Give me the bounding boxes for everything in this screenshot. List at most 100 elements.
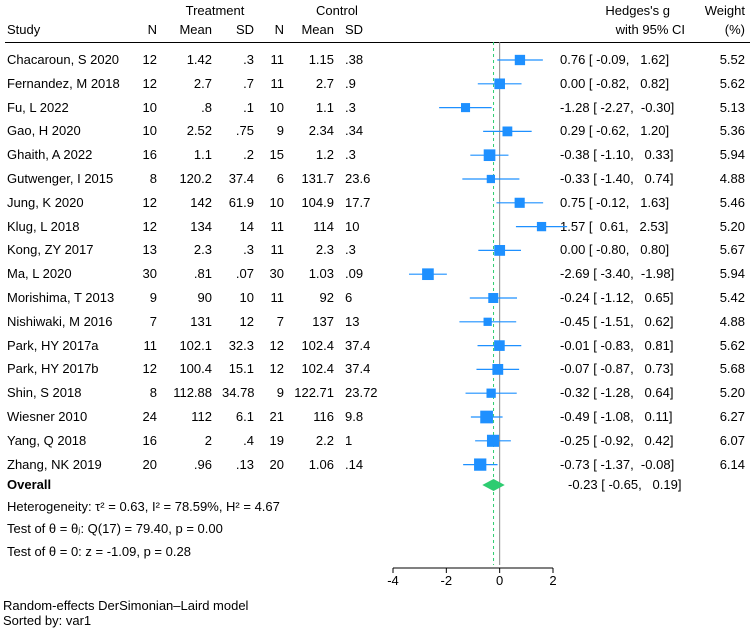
n2-value: 11 bbox=[270, 218, 285, 234]
sd2-value: .34 bbox=[345, 123, 364, 139]
study-marker bbox=[494, 245, 506, 256]
sd1-value: .13 bbox=[235, 456, 254, 472]
sd2-value: 17.7 bbox=[345, 194, 371, 210]
study-marker bbox=[494, 340, 505, 351]
weight-value: 5.62 bbox=[719, 75, 745, 91]
mean1-value: 142 bbox=[190, 194, 212, 210]
test-theta-i-text: Test of θ = θⱼ: Q(17) = 79.40, p = 0.00 bbox=[7, 521, 223, 536]
study-name: Kong, ZY 2017 bbox=[7, 242, 94, 258]
sd1-value: 6.1 bbox=[235, 409, 254, 424]
mean1-value: 131 bbox=[190, 313, 212, 329]
ci-text: 0.29 [ -0.62, 1.20] bbox=[560, 123, 670, 139]
n2-column-header: N bbox=[274, 22, 284, 37]
sd2-value: 6 bbox=[345, 290, 353, 305]
n1-value: 13 bbox=[142, 242, 157, 258]
mean2-column-header: Mean bbox=[301, 22, 334, 37]
sd1-value: .7 bbox=[243, 75, 254, 91]
study-name: Shin, S 2018 bbox=[7, 385, 82, 401]
study-marker bbox=[502, 126, 513, 137]
weight-value: 5.94 bbox=[719, 147, 745, 163]
n2-value: 10 bbox=[269, 99, 284, 115]
n2-value: 12 bbox=[269, 361, 284, 377]
mean1-column-header: Mean bbox=[179, 22, 212, 37]
mean1-value: .81 bbox=[193, 266, 212, 282]
n1-value: 9 bbox=[149, 290, 157, 305]
sd1-value: .4 bbox=[243, 432, 254, 448]
mean1-value: 1.1 bbox=[193, 147, 212, 163]
mean2-value: 122.71 bbox=[294, 385, 334, 401]
mean2-value: 116 bbox=[313, 409, 334, 424]
mean2-value: 1.15 bbox=[308, 52, 334, 67]
sd2-value: .38 bbox=[345, 52, 364, 67]
study-name: Yang, Q 2018 bbox=[7, 432, 87, 448]
weight-header-line1: Weight bbox=[704, 3, 745, 18]
study-name: Park, HY 2017a bbox=[7, 337, 99, 353]
control-header: Control bbox=[316, 3, 358, 18]
study-marker bbox=[480, 410, 493, 424]
weight-value: 6.14 bbox=[719, 456, 745, 472]
sd1-value: 37.4 bbox=[228, 171, 254, 186]
mean2-value: 1.03 bbox=[308, 266, 334, 282]
study-name: Ma, L 2020 bbox=[7, 266, 72, 282]
n2-value: 7 bbox=[276, 313, 284, 329]
sd2-value: .3 bbox=[345, 99, 356, 115]
n1-value: 12 bbox=[142, 75, 157, 91]
weight-value: 5.67 bbox=[719, 242, 745, 258]
study-name: Fu, L 2022 bbox=[7, 99, 69, 115]
ci-text: -2.69 [ -3.40, -1.98] bbox=[560, 266, 675, 282]
n1-value: 12 bbox=[142, 194, 157, 210]
study-marker bbox=[536, 221, 547, 232]
model-note: Random-effects DerSimonian–Laird model bbox=[3, 598, 249, 613]
mean2-value: 131.7 bbox=[301, 171, 334, 186]
mean1-value: 2.52 bbox=[186, 123, 212, 139]
sd1-value: .1 bbox=[243, 99, 254, 115]
study-name: Gutwenger, I 2015 bbox=[7, 171, 114, 186]
n1-value: 10 bbox=[142, 99, 157, 115]
sd1-value: .07 bbox=[235, 266, 254, 282]
mean1-value: 1.42 bbox=[186, 52, 212, 67]
mean2-value: 114 bbox=[313, 218, 334, 234]
study-marker bbox=[492, 363, 504, 375]
n2-value: 15 bbox=[269, 147, 284, 163]
mean1-value: 112.88 bbox=[173, 385, 212, 401]
n1-value: 10 bbox=[142, 123, 157, 139]
mean2-value: 2.2 bbox=[315, 432, 334, 448]
test-theta-0-text: Test of θ = 0: z = -1.09, p = 0.28 bbox=[7, 544, 191, 559]
mean1-value: 112 bbox=[191, 409, 212, 424]
mean2-value: 104.9 bbox=[301, 194, 334, 210]
study-name: Klug, L 2018 bbox=[7, 218, 80, 234]
weight-value: 5.68 bbox=[719, 361, 745, 377]
study-column-header: Study bbox=[7, 22, 41, 37]
sd1-value: 34.78 bbox=[222, 385, 255, 401]
overall-diamond bbox=[482, 479, 505, 491]
sd1-value: 32.3 bbox=[228, 337, 254, 353]
study-marker bbox=[422, 268, 434, 281]
weight-header-line2: (%) bbox=[724, 22, 745, 37]
weight-value: 4.88 bbox=[719, 313, 745, 329]
mean1-value: 2.3 bbox=[193, 242, 212, 258]
mean1-value: 102.1 bbox=[179, 337, 212, 353]
ci-text: -0.45 [ -1.51, 0.62] bbox=[560, 313, 674, 329]
mean2-value: 137 bbox=[312, 313, 334, 329]
mean2-value: 92 bbox=[319, 290, 334, 305]
sd2-value: 13 bbox=[345, 313, 360, 329]
n2-value: 30 bbox=[269, 266, 284, 282]
overall-label: Overall bbox=[7, 477, 52, 492]
sd1-value: 61.9 bbox=[228, 194, 254, 210]
ci-text: 0.75 [ -0.12, 1.63] bbox=[560, 194, 670, 210]
x-tick-label: 2 bbox=[549, 573, 556, 588]
header-rule bbox=[5, 42, 750, 43]
weight-value: 5.94 bbox=[719, 266, 745, 282]
weight-value: 5.20 bbox=[719, 218, 745, 234]
treatment-header: Treatment bbox=[185, 3, 245, 18]
mean2-value: 2.7 bbox=[315, 75, 334, 91]
mean1-value: 2.7 bbox=[193, 75, 212, 91]
weight-value: 5.36 bbox=[719, 123, 745, 139]
weight-value: 5.52 bbox=[719, 52, 745, 67]
effect-header-line1: Hedges's g bbox=[605, 3, 670, 18]
ci-text: 1.57 [ 0.61, 2.53] bbox=[560, 218, 669, 234]
weight-value: 6.07 bbox=[719, 432, 745, 448]
n2-value: 11 bbox=[270, 242, 285, 258]
heterogeneity-text: Heterogeneity: τ² = 0.63, I² = 78.59%, H… bbox=[7, 499, 280, 514]
n2-value: 21 bbox=[269, 409, 284, 424]
